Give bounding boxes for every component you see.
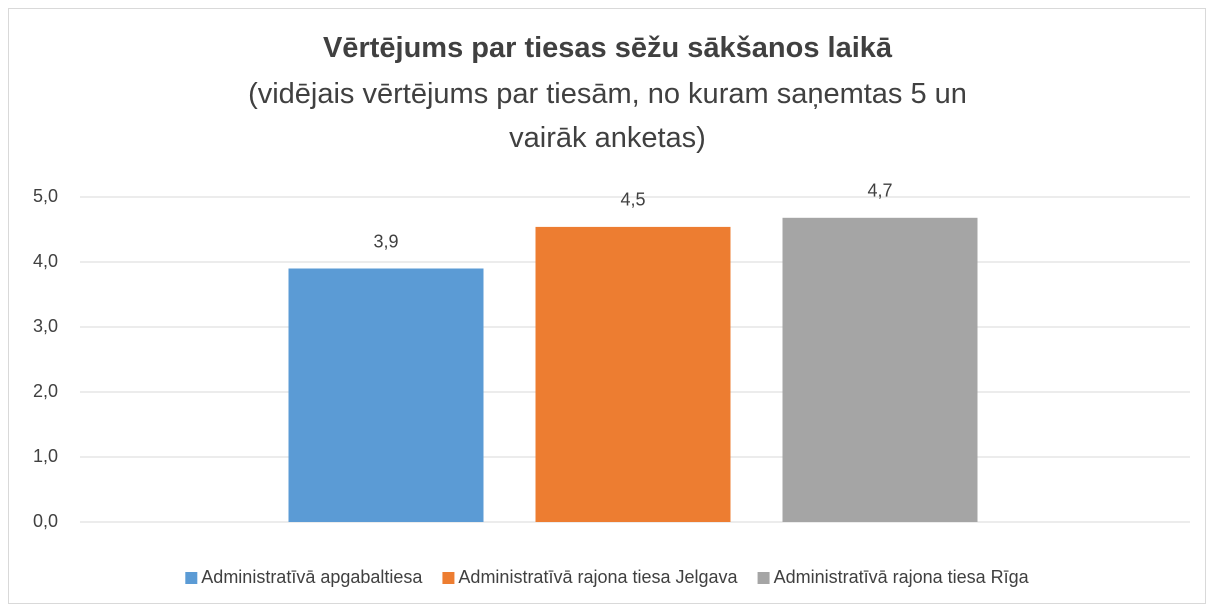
- y-tick-label: 4,0: [33, 251, 58, 271]
- bar: [782, 217, 978, 523]
- data-label: 4,7: [867, 181, 892, 201]
- legend-label: Administratīvā rajona tiesa Rīga: [774, 567, 1030, 587]
- chart-title: Vērtējums par tiesas sēžu sākšanos laikā: [322, 32, 893, 64]
- legend-swatch: [757, 572, 770, 584]
- chart-frame: [8, 8, 1206, 604]
- bar: [288, 268, 484, 522]
- legend-swatch: [442, 572, 455, 584]
- y-tick-label: 3,0: [33, 316, 58, 336]
- bar: [535, 226, 731, 522]
- y-tick-label: 0,0: [33, 511, 58, 531]
- header: Vērtējums par tiesas sēžu sākšanos laikā…: [0, 28, 1215, 160]
- y-tick-label: 2,0: [33, 381, 58, 401]
- legend-swatch: [185, 572, 198, 584]
- data-label: 3,9: [373, 231, 398, 251]
- chart-subtitle: (vidējais vērtējums par tiesām, no kuram…: [248, 78, 967, 154]
- y-tick-label: 1,0: [33, 446, 58, 466]
- legend-label: Administratīvā rajona tiesa Jelgava: [458, 567, 738, 587]
- data-label: 4,5: [620, 190, 645, 210]
- legend-label: Administratīvā apgabaltiesa: [201, 567, 423, 587]
- y-tick-label: 5,0: [33, 186, 58, 206]
